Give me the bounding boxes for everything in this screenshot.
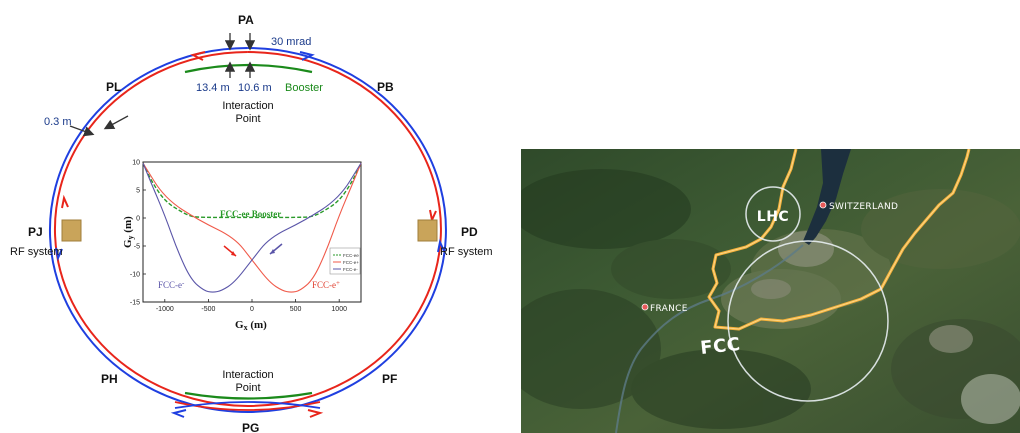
legend-entry-1: FCC-e+ bbox=[343, 260, 359, 265]
separation-label: 0.3 m bbox=[44, 116, 72, 128]
x-axis-label: Gx (m) bbox=[235, 319, 267, 332]
fcc-label: FCC bbox=[699, 334, 741, 359]
ip-bottom-line2: Point bbox=[235, 382, 260, 394]
booster-curve-label: FCC-ee Booster bbox=[220, 209, 281, 219]
point-pl: PL bbox=[106, 80, 121, 94]
booster-arc-bottom bbox=[184, 391, 313, 400]
lake-geneva bbox=[803, 149, 851, 245]
lhc-ring bbox=[745, 186, 801, 242]
offset-left-label: 13.4 m bbox=[196, 82, 230, 94]
x-tick-label-3: 500 bbox=[290, 306, 302, 313]
ip-bottom-line1: Interaction bbox=[222, 369, 273, 381]
france-marker bbox=[641, 303, 649, 311]
point-pj: PJ bbox=[28, 225, 43, 239]
legend-entry-0: FCC-ee bbox=[343, 253, 359, 258]
eminus-arrowhead bbox=[270, 249, 275, 254]
france-label: FRANCE bbox=[650, 304, 688, 314]
chart-legend: FCC-ee FCC-e+ FCC-e- bbox=[329, 247, 361, 275]
series-line-2 bbox=[142, 162, 362, 293]
geneva-satellite-map: LHC SWITZERLAND FRANCE FCC bbox=[521, 149, 1020, 433]
direction-arrows bbox=[55, 51, 445, 418]
y-tick-label-1: 5 bbox=[136, 188, 140, 195]
point-pf: PF bbox=[382, 372, 397, 386]
y-axis-label: Gy (m) bbox=[122, 216, 135, 248]
ip-top-line1: Interaction bbox=[222, 100, 273, 112]
point-pb: PB bbox=[377, 80, 394, 94]
booster-label: Booster bbox=[285, 82, 323, 94]
legend-entry-2: FCC-e- bbox=[343, 267, 358, 272]
rf-block-left bbox=[61, 219, 82, 242]
x-tick-label-1: -500 bbox=[201, 306, 215, 313]
ip-top-line2: Point bbox=[235, 113, 260, 125]
point-ph: PH bbox=[101, 372, 118, 386]
eplus-arrowhead bbox=[231, 251, 236, 256]
bottom-crossing-blue bbox=[174, 401, 321, 409]
x-tick-label-4: 1000 bbox=[331, 306, 347, 313]
country-border-highlight bbox=[708, 149, 970, 330]
rf-left-label: RF system bbox=[10, 246, 63, 258]
point-pd: PD bbox=[461, 225, 478, 239]
point-pa: PA bbox=[238, 13, 254, 27]
x-tick-label-0: -1000 bbox=[156, 306, 174, 313]
series-line-1 bbox=[142, 162, 362, 293]
fcc-ring bbox=[727, 240, 889, 402]
y-tick-label-0: 10 bbox=[132, 160, 140, 167]
series-line-0 bbox=[142, 162, 362, 219]
switzerland-label: SWITZERLAND bbox=[829, 202, 898, 212]
point-pg: PG bbox=[242, 421, 259, 433]
urban-areas bbox=[751, 231, 973, 353]
rhone-river bbox=[615, 244, 804, 433]
x-tick-label-2: 0 bbox=[250, 306, 254, 313]
offset-right-label: 10.6 m bbox=[238, 82, 272, 94]
rf-block-right bbox=[417, 219, 438, 242]
lhc-label: LHC bbox=[757, 209, 789, 225]
y-tick-label-3: -5 bbox=[134, 244, 140, 251]
rf-right-label: RF system bbox=[440, 246, 493, 258]
crossing-angle-label: 30 mrad bbox=[271, 36, 311, 48]
switzerland-marker bbox=[819, 201, 827, 209]
y-tick-label-5: -15 bbox=[130, 300, 140, 307]
fcc-ring-diagram: PA PB PD PF PG PH PJ PL 30 mrad 13.4 m 1… bbox=[10, 13, 493, 433]
y-tick-label-4: -10 bbox=[130, 272, 140, 279]
inset-chart: -1000 -500 0 500 1000 10 5 0 -5 -10 -15 Gy (m) Gx … bbox=[120, 156, 372, 332]
eplus-curve-label: FCC-e+ bbox=[312, 279, 340, 290]
electron-ring bbox=[48, 47, 447, 413]
offset-arrows bbox=[69, 33, 256, 137]
chart-ticks: -1000 -500 0 500 1000 10 5 0 -5 -10 -15 bbox=[130, 160, 347, 314]
booster-arc-top bbox=[184, 63, 313, 74]
chart-series bbox=[142, 162, 362, 293]
y-tick-label-2: 0 bbox=[136, 216, 140, 223]
eminus-curve-label: FCC-e- bbox=[158, 279, 185, 290]
